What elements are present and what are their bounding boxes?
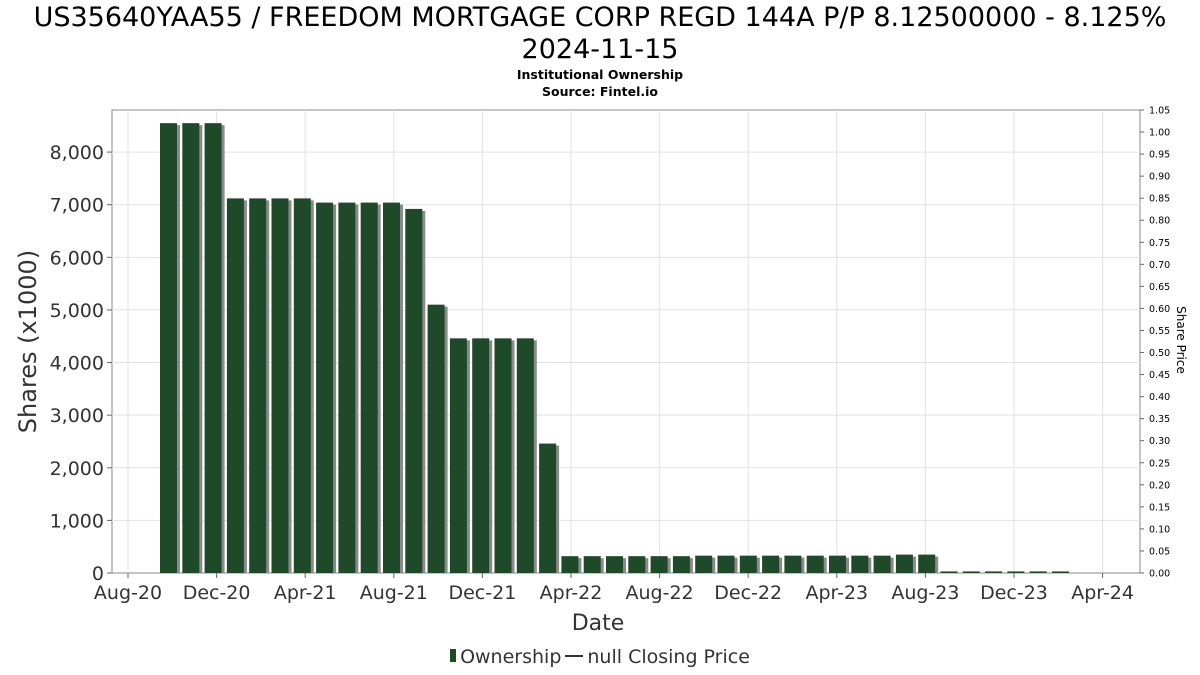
ownership-bar <box>249 198 267 573</box>
ownership-bar <box>293 198 311 573</box>
y2-tick-label: 0.65 <box>1149 282 1170 293</box>
y2-tick-label: 0.55 <box>1149 326 1170 337</box>
ownership-bar <box>383 202 400 573</box>
chart-subtitle-ownership: Institutional Ownership <box>516 67 684 82</box>
y-axis-title: Shares (x1000) <box>14 250 42 433</box>
chart-subtitle-source: Source: Fintel.io <box>542 84 658 99</box>
y-tick-label: 7,000 <box>50 195 104 217</box>
ownership-bar <box>985 571 1003 573</box>
y-tick-label: 4,000 <box>50 353 104 375</box>
x-tick-label: Apr-22 <box>540 582 603 604</box>
ownership-bar <box>1052 571 1069 573</box>
chart-title-line-1: US35640YAA55 / FREEDOM MORTGAGE CORP REG… <box>33 2 1167 33</box>
x-tick-label: Aug-22 <box>626 582 694 604</box>
y2-axis-title: Share Price <box>1174 306 1188 374</box>
chart-legend: Ownership null Closing Price <box>0 646 1200 668</box>
ownership-bar <box>226 198 244 573</box>
ownership-bar <box>672 556 690 573</box>
ownership-bar <box>204 123 222 573</box>
ownership-bar <box>1007 571 1025 573</box>
chart-title-line-2: 2024-11-15 <box>521 34 679 65</box>
ownership-bar <box>962 571 980 573</box>
x-tick-label: Apr-21 <box>274 582 337 604</box>
x-tick-label: Aug-20 <box>94 582 162 604</box>
x-tick-label: Dec-21 <box>448 582 516 604</box>
ownership-bar <box>182 123 200 573</box>
ownership-bar <box>494 338 512 573</box>
ownership-bar <box>472 338 490 573</box>
ownership-bar <box>405 208 423 573</box>
ownership-bar <box>851 555 869 573</box>
ownership-bar <box>338 202 356 573</box>
ownership-bar <box>873 555 891 573</box>
y2-tick-label: 0.05 <box>1149 546 1170 557</box>
ownership-bar <box>516 338 534 573</box>
ownership-bar <box>160 123 177 573</box>
ownership-bar <box>717 555 735 573</box>
y2-tick-label: 0.25 <box>1149 458 1170 469</box>
ownership-bar <box>449 338 467 573</box>
y2-tick-label: 0.40 <box>1149 392 1170 403</box>
y2-tick-label: 0.95 <box>1149 150 1170 161</box>
y2-tick-label: 0.70 <box>1149 260 1170 271</box>
y-tick-label: 0 <box>92 563 104 585</box>
y2-tick-label: 0.15 <box>1149 502 1170 513</box>
y2-tick-label: 0.60 <box>1149 304 1170 315</box>
ownership-bar <box>360 202 378 573</box>
y2-tick-label: 0.20 <box>1149 480 1170 491</box>
ownership-bar <box>784 555 802 573</box>
ownership-bar <box>628 556 646 573</box>
y2-tick-label: 0.85 <box>1149 194 1170 205</box>
ownership-bar <box>427 304 445 573</box>
y-tick-label: 1,000 <box>50 510 104 532</box>
ownership-bar <box>1029 571 1047 573</box>
y-tick-label: 3,000 <box>50 405 104 427</box>
ownership-legend-swatch <box>450 649 457 662</box>
y-tick-label: 2,000 <box>50 458 104 480</box>
y-tick-label: 8,000 <box>50 142 104 164</box>
y2-tick-label: 1.00 <box>1149 128 1170 139</box>
y2-tick-label: 0.80 <box>1149 216 1170 227</box>
y2-tick-label: 0.35 <box>1149 414 1170 425</box>
x-tick-label: Dec-23 <box>980 582 1048 604</box>
legend-ownership-label: Ownership <box>460 646 562 668</box>
ownership-bar <box>762 555 780 573</box>
ownership-bar <box>316 202 334 573</box>
y2-tick-label: 0.10 <box>1149 524 1170 535</box>
price-legend-line <box>565 654 584 657</box>
y-tick-label: 6,000 <box>50 247 104 269</box>
ownership-bar <box>695 555 713 573</box>
ownership-bar <box>895 554 913 573</box>
ownership-bar <box>539 443 557 573</box>
y-tick-label: 5,000 <box>50 300 104 322</box>
x-tick-label: Apr-23 <box>805 582 868 604</box>
ownership-bar <box>583 556 601 573</box>
x-tick-label: Aug-21 <box>360 582 428 604</box>
ownership-bar <box>940 571 958 573</box>
x-tick-label: Aug-23 <box>891 582 959 604</box>
x-axis-title: Date <box>572 611 625 636</box>
y2-tick-label: 0.75 <box>1149 238 1170 249</box>
x-tick-label: Apr-24 <box>1071 582 1134 604</box>
x-tick-label: Dec-22 <box>714 582 782 604</box>
y2-tick-label: 0.30 <box>1149 436 1170 447</box>
y2-tick-label: 0.90 <box>1149 172 1170 183</box>
y2-tick-label: 0.00 <box>1149 569 1170 580</box>
y2-tick-label: 0.50 <box>1149 348 1170 359</box>
y2-tick-label: 0.45 <box>1149 370 1170 381</box>
x-tick-label: Dec-20 <box>183 582 251 604</box>
ownership-bar <box>606 556 623 573</box>
legend-price-label: null Closing Price <box>587 646 750 668</box>
y2-tick-label: 1.05 <box>1149 106 1170 117</box>
ownership-bar <box>806 555 824 573</box>
ownership-bar <box>271 198 289 573</box>
ownership-bar <box>829 555 846 573</box>
ownership-bar <box>561 556 579 573</box>
ownership-bar <box>650 556 668 573</box>
ownership-bar <box>918 554 936 573</box>
ownership-bar <box>739 555 757 573</box>
